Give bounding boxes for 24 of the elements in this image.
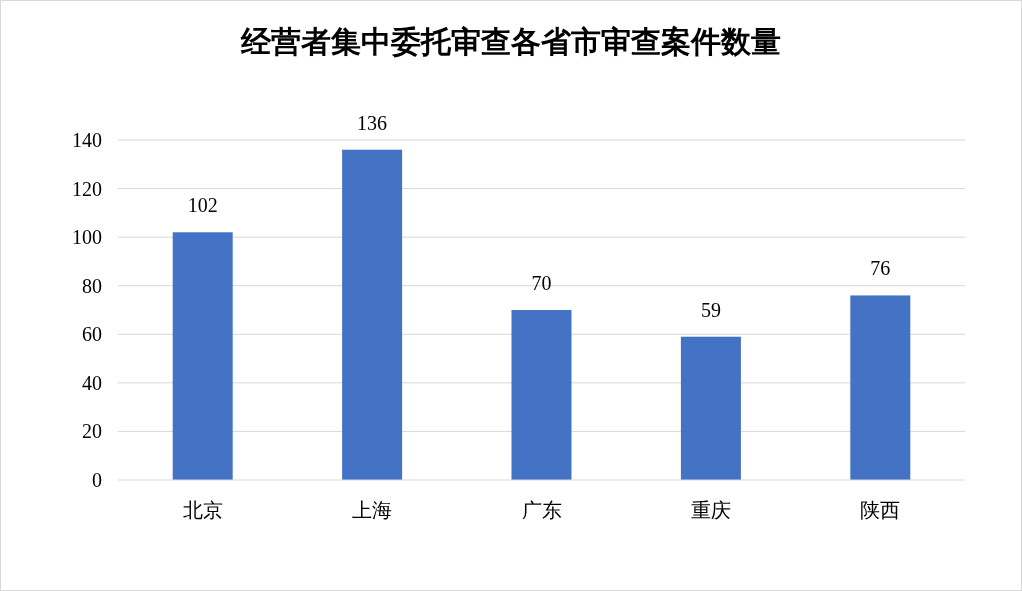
bar (172, 232, 233, 480)
y-tick-label: 140 (72, 129, 102, 151)
bar (680, 336, 741, 480)
y-tick-label: 120 (72, 177, 102, 200)
data-label: 70 (531, 272, 552, 294)
x-tick-label: 重庆 (690, 499, 731, 521)
y-tick-label: 40 (82, 371, 102, 394)
chart-title: 经营者集中委托审查各省市审查案件数量 (240, 25, 781, 58)
y-tick-label: 0 (92, 469, 102, 491)
y-tick-label: 80 (82, 274, 102, 297)
data-label: 102 (187, 194, 218, 217)
bar (342, 149, 403, 480)
y-tick-label: 60 (82, 323, 102, 346)
data-label: 59 (700, 298, 721, 321)
x-tick-label: 上海 (352, 499, 393, 521)
x-tick-label: 陕西 (860, 499, 901, 521)
bar (511, 310, 572, 480)
x-tick-label: 北京 (182, 499, 223, 521)
y-tick-label: 20 (82, 420, 102, 443)
bar (850, 295, 911, 480)
x-tick-label: 广东 (521, 499, 562, 521)
data-label: 76 (870, 257, 891, 280)
y-tick-label: 100 (72, 226, 102, 249)
data-label: 136 (357, 111, 388, 134)
